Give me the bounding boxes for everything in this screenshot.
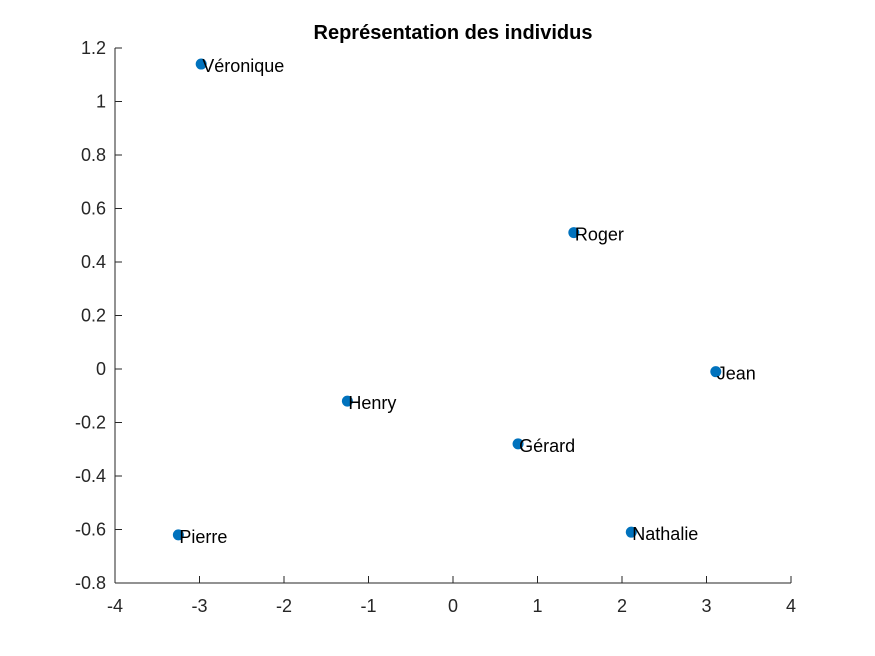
y-tick-label: -0.8 [75, 573, 106, 593]
y-tick-label: 0.2 [81, 306, 106, 326]
data-point-label: Henry [348, 393, 396, 413]
data-point [172, 529, 184, 541]
y-tick-label: 0 [96, 359, 106, 379]
x-tick-label: -1 [360, 596, 376, 616]
x-axis-ticks: -4 -3 -2 -1 0 1 2 3 4 [107, 576, 796, 616]
x-tick-label: 1 [532, 596, 542, 616]
y-tick-label: 0.8 [81, 145, 106, 165]
y-tick-label: 1.2 [81, 38, 106, 58]
data-point-label: Gérard [519, 436, 575, 456]
data-point [512, 438, 524, 450]
chart-title: Représentation des individus [314, 22, 593, 44]
data-point [625, 526, 637, 538]
x-tick-label: -2 [276, 596, 292, 616]
y-tick-label: 0.6 [81, 199, 106, 219]
y-tick-label: 0.4 [81, 252, 106, 272]
data-point-label: Roger [575, 225, 624, 245]
data-point [341, 395, 353, 407]
data-point [568, 227, 580, 239]
y-axis-ticks: -0.8 -0.6 -0.4 -0.2 0 0.2 0.4 0.6 0.8 1 1.2 [75, 38, 122, 593]
x-tick-label: -4 [107, 596, 123, 616]
x-tick-label: 2 [617, 596, 627, 616]
y-tick-label: -0.4 [75, 466, 106, 486]
data-point-label: Véronique [202, 56, 284, 76]
data-point [710, 366, 722, 378]
data-point-label: Jean [717, 364, 756, 384]
data-point-label: Nathalie [632, 524, 698, 544]
y-tick-label: -0.2 [75, 413, 106, 433]
x-tick-label: 0 [448, 596, 458, 616]
data-point-label: Pierre [179, 527, 227, 547]
data-point [195, 58, 207, 70]
x-tick-label: -3 [191, 596, 207, 616]
data-points: Véronique Roger Jean Henry Gérard Nathalie Pie… [172, 56, 756, 547]
y-tick-label: -0.6 [75, 520, 106, 540]
y-tick-label: 1 [96, 92, 106, 112]
x-tick-label: 4 [786, 596, 796, 616]
x-tick-label: 3 [701, 596, 711, 616]
